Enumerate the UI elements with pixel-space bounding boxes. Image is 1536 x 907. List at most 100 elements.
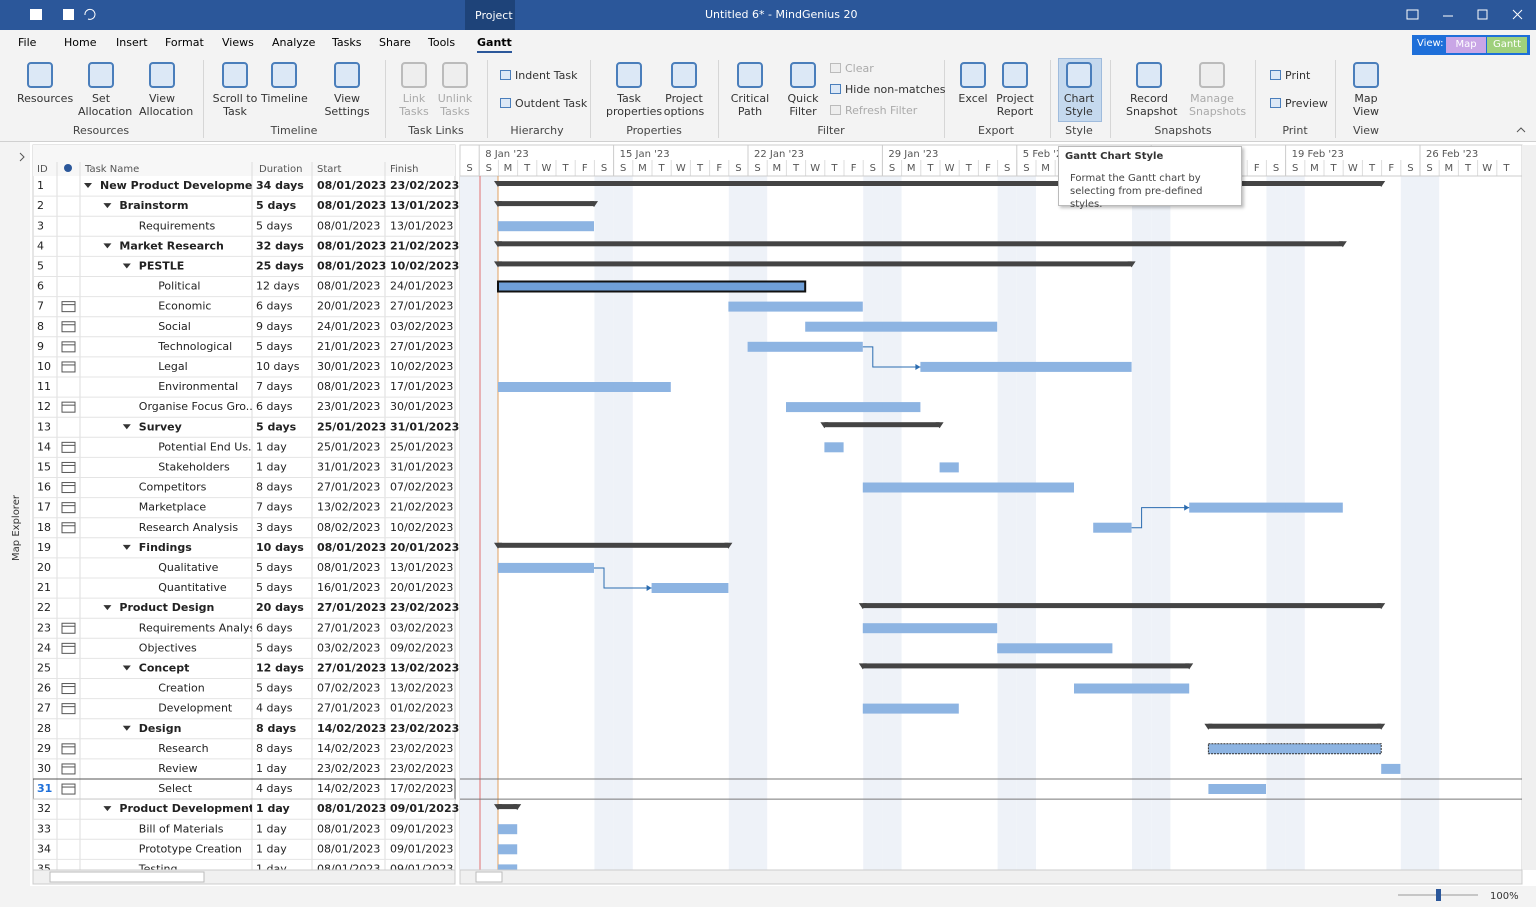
ribbon-button[interactable]: Map View (1335, 62, 1397, 118)
task-bar[interactable] (498, 824, 518, 835)
column-header[interactable]: Duration (259, 164, 302, 175)
task-row[interactable]: 28 Design 8 days 14/02/2023 23/02/2023 (33, 722, 459, 740)
task-bar[interactable] (498, 562, 594, 573)
summary-bar[interactable] (498, 181, 1382, 186)
task-row[interactable]: 17 Marketplace 7 days 13/02/2023 21/02/2023 (33, 501, 455, 519)
task-row[interactable]: 18 Research Analysis 3 days 08/02/2023 10/02… (33, 521, 455, 539)
menu-item[interactable]: Home (64, 36, 97, 49)
collapse-toggle[interactable] (122, 263, 131, 269)
task-bar[interactable] (920, 361, 1132, 372)
close[interactable] (1512, 9, 1523, 20)
task-row[interactable]: 26 Creation 5 days 07/02/2023 13/02/2023 (33, 682, 455, 700)
collapse-toggle[interactable] (122, 544, 131, 550)
summary-bar[interactable] (498, 261, 1132, 267)
task-bar[interactable] (497, 280, 807, 293)
ribbon-button[interactable]: Project Report (984, 62, 1046, 118)
menu-item[interactable]: Format (165, 36, 204, 49)
ribbon-button[interactable]: Timeline (253, 62, 315, 105)
task-bar[interactable] (786, 402, 921, 413)
context-tab[interactable]: Project (475, 9, 513, 22)
summary-bar[interactable] (1208, 723, 1382, 729)
summary-bar[interactable] (498, 241, 1343, 247)
task-bar[interactable] (498, 864, 518, 874)
collapse-ribbon[interactable] (1516, 126, 1526, 134)
task-row[interactable]: 3 Requirements 5 days 08/01/2023 13/01/2023 (33, 219, 455, 237)
task-bar[interactable] (728, 301, 863, 312)
v-scrollbar[interactable] (1522, 145, 1536, 870)
map-explorer-label[interactable]: Map Explorer (11, 494, 22, 561)
task-bar[interactable] (862, 482, 1074, 493)
task-bar[interactable] (1381, 763, 1401, 774)
undo-icon[interactable] (84, 8, 96, 20)
collapse-toggle[interactable] (122, 424, 131, 430)
menu-item[interactable]: Tools (428, 36, 456, 49)
task-bar[interactable] (651, 583, 729, 593)
task-row[interactable]: 11 Environmental 7 days 08/01/2023 17/01/202… (33, 380, 455, 398)
summary-bar[interactable] (498, 201, 594, 207)
menu-item[interactable]: Gantt (477, 36, 512, 53)
task-bar[interactable] (862, 623, 998, 634)
ribbon-button[interactable]: Clear (830, 62, 874, 76)
task-row[interactable]: 8 Social 9 days 24/01/2023 03/02/2023 (33, 320, 455, 338)
task-bar[interactable] (939, 462, 959, 473)
collapse-toggle[interactable] (103, 243, 112, 249)
task-row[interactable]: 21 Quantitative 5 days 16/01/2023 20/01/2023 (33, 581, 455, 599)
task-row[interactable]: 27 Development 4 days 27/01/2023 01/02/2023 (33, 702, 455, 720)
app-icon[interactable] (30, 9, 42, 20)
task-bar[interactable] (1074, 683, 1190, 694)
zoom-thumb[interactable] (1436, 889, 1441, 901)
task-row[interactable]: 19 Findings 10 days 08/01/2023 20/01/2023 (33, 541, 459, 559)
menu-item[interactable]: Tasks (332, 36, 362, 49)
task-row[interactable]: 31 Select 4 days 14/02/2023 17/02/2023 (33, 778, 456, 800)
task-row[interactable]: 32 Product Development 1 day 08/01/2023 09/0… (33, 802, 459, 820)
ribbon-button[interactable]: Set Allocation (70, 62, 132, 118)
task-row[interactable]: 16 Competitors 8 days 27/01/2023 07/02/2023 (33, 481, 455, 499)
gantt-scroll-thumb[interactable] (475, 871, 503, 883)
collapse-toggle[interactable] (122, 665, 131, 671)
menu-item[interactable]: Views (222, 36, 254, 49)
ribbon-button[interactable]: Preview (1270, 97, 1328, 111)
summary-bar[interactable] (862, 663, 1190, 669)
task-row[interactable]: 2 Brainstorm 5 days 08/01/2023 13/01/2023 (33, 199, 459, 217)
table-scroll-thumb[interactable] (49, 871, 205, 883)
ribbon-button[interactable]: Record Snapshot (1118, 62, 1180, 118)
collapse-toggle[interactable] (84, 183, 92, 189)
task-row[interactable]: 12 Organise Focus Gro... 6 days 23/01/2023 3… (33, 400, 455, 418)
ribbon-button[interactable]: Task properties (598, 62, 662, 118)
task-row[interactable]: 13 Survey 5 days 25/01/2023 31/01/2023 (33, 420, 459, 438)
task-row[interactable]: 29 Research 8 days 14/02/2023 23/02/2023 (33, 742, 455, 760)
task-row[interactable]: 14 Potential End Us...1 day 25/01/2023 25/0… (33, 440, 455, 458)
task-bar[interactable] (747, 341, 863, 352)
ribbon-toggle[interactable] (1406, 9, 1419, 20)
summary-bar[interactable] (862, 603, 1382, 609)
ribbon-button[interactable]: Project options (653, 62, 715, 118)
expand-explorer[interactable] (19, 152, 25, 162)
ribbon-button[interactable]: Quick Filter (772, 62, 834, 118)
ribbon-button[interactable]: Print (1270, 69, 1310, 83)
task-row[interactable]: 22 Product Design 20 days 27/01/2023 23/02/2… (33, 601, 459, 619)
collapse-toggle[interactable] (103, 605, 112, 611)
task-row[interactable]: 5 PESTLE 25 days 08/01/2023 10/02/2023 (33, 259, 459, 277)
collapse-toggle[interactable] (122, 725, 131, 731)
task-row[interactable]: 24 Objectives 5 days 03/02/2023 09/02/2023 (33, 641, 455, 659)
task-row[interactable]: 33 Bill of Materials 1 day 08/01/2023 09/01/… (33, 822, 455, 840)
task-bar[interactable] (498, 382, 671, 392)
ribbon-button[interactable]: Chart Style (1048, 62, 1110, 118)
column-header[interactable]: ID (37, 164, 48, 175)
task-bar[interactable] (1189, 502, 1343, 513)
task-bar[interactable] (1093, 522, 1132, 533)
ribbon-button[interactable]: Outdent Task (500, 97, 587, 111)
menu-item[interactable]: File (18, 36, 37, 49)
column-header[interactable]: Start (317, 164, 342, 175)
view-gantt[interactable]: Gantt (1487, 37, 1527, 53)
task-bar[interactable] (1207, 743, 1382, 755)
ribbon-button[interactable]: Excel (942, 62, 1004, 105)
task-bar[interactable] (862, 703, 959, 714)
task-row[interactable]: 34 Prototype Creation 1 day 08/01/2023 09/01… (33, 842, 455, 860)
task-row[interactable]: 10 Legal 10 days 30/01/2023 10/02/2023 (33, 360, 455, 378)
save-icon[interactable] (63, 9, 74, 20)
column-header[interactable]: Finish (390, 164, 418, 175)
menu-item[interactable]: Share (379, 36, 411, 49)
